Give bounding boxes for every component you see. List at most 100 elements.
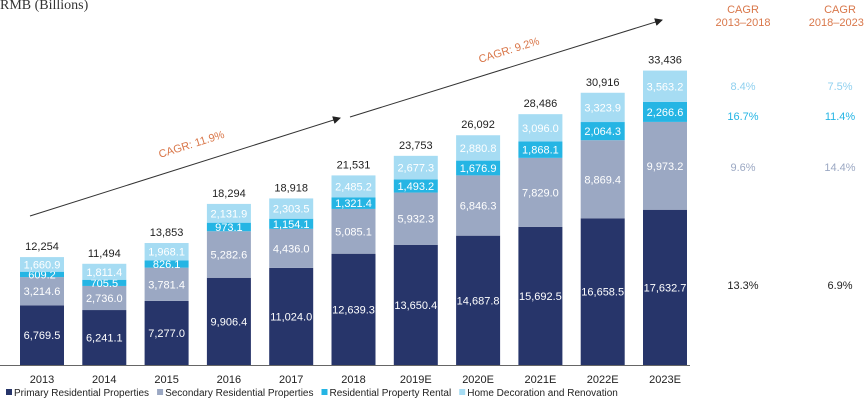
x-tick-label: 2015 — [154, 374, 178, 386]
legend-swatch — [459, 389, 466, 395]
data-label: 1,811.4 — [86, 267, 122, 279]
data-label: 14,687.8 — [457, 295, 500, 307]
data-label: 17,632.7 — [644, 282, 687, 294]
cagr-value: 9.6% — [730, 162, 756, 174]
x-tick-label: 2017 — [279, 374, 303, 386]
bar-segment — [456, 160, 501, 176]
data-label: 2,064.3 — [584, 126, 621, 138]
x-tick-label: 2023E — [649, 374, 681, 386]
cagr-value: 11.4% — [824, 111, 856, 123]
data-label: 1,676.9 — [460, 163, 497, 175]
cagr-value: 6.9% — [827, 280, 853, 292]
total-label: 18,294 — [212, 188, 246, 200]
data-label: 8,869.4 — [584, 174, 621, 186]
cagr-header-1-period: 2013–2018 — [715, 17, 771, 29]
cagr-value: 7.5% — [827, 81, 853, 93]
bar-segment — [643, 209, 687, 365]
bar-segment — [144, 300, 189, 365]
total-label: 28,486 — [524, 98, 558, 110]
bar-segment — [82, 285, 127, 311]
bar-segment — [580, 140, 625, 219]
legend-label: Secondary Residential Properties — [165, 388, 313, 399]
data-label: 13,650.4 — [394, 300, 437, 312]
bar-segment — [580, 218, 625, 365]
data-label: 6,241.1 — [86, 333, 123, 345]
x-tick-label: 2022E — [587, 374, 619, 386]
cagr-value: 14.4% — [824, 162, 856, 174]
data-label: 705.5 — [91, 278, 119, 290]
bar-segment — [144, 243, 189, 261]
data-label: 16,658.5 — [581, 287, 624, 299]
x-tick-label: 2018 — [341, 374, 365, 386]
bar-segment — [20, 277, 64, 306]
data-label: 609.2 — [28, 269, 56, 281]
data-label: 1,493.2 — [397, 181, 434, 193]
bar-segment — [331, 253, 376, 365]
x-tick-label: 2013 — [30, 374, 54, 386]
total-label: 18,918 — [274, 182, 308, 194]
data-label: 1,154.1 — [273, 219, 310, 231]
data-label: 1,868.1 — [522, 145, 559, 157]
bar-segment — [456, 235, 501, 365]
bar-segment — [331, 208, 376, 254]
data-label: 5,085.1 — [335, 226, 372, 238]
total-label: 12,254 — [25, 241, 59, 253]
bar-segment — [20, 305, 64, 365]
bar-segment — [393, 155, 438, 180]
data-label: 2,303.5 — [273, 204, 310, 216]
bar-segment — [144, 267, 189, 301]
bar-segment — [269, 267, 314, 365]
cagr-value: 16.7% — [727, 111, 759, 123]
data-label: 5,282.6 — [211, 250, 248, 262]
cagr-header-2-title: CAGR — [824, 4, 856, 16]
bar-segment — [331, 175, 376, 198]
cagr-annotation-1: CAGR: 11.9% — [157, 129, 226, 161]
legend-label: Home Decoration and Renovation — [467, 388, 618, 399]
bar-segment — [82, 263, 127, 280]
x-tick-label: 2016 — [217, 374, 241, 386]
legend-swatch — [6, 389, 12, 395]
cagr-arrow-2 — [349, 18, 663, 118]
unit-label: RMB (Billions) — [0, 0, 89, 13]
data-label: 3,096.0 — [522, 123, 559, 135]
data-label: 973.1 — [215, 222, 243, 234]
bar-segment — [643, 70, 687, 102]
data-label: 4,436.0 — [273, 243, 310, 255]
bar-segment — [144, 260, 189, 268]
data-label: 5,932.3 — [397, 214, 434, 226]
bar-segment — [269, 228, 314, 268]
data-label: 6,769.5 — [24, 330, 61, 342]
legend-label: Residential Property Rental — [329, 388, 451, 399]
bar-segment — [331, 197, 376, 209]
bar-segment — [518, 157, 563, 227]
data-label: 3,214.6 — [24, 286, 61, 298]
data-label: 1,968.1 — [148, 247, 185, 259]
data-label: 2,677.3 — [397, 163, 434, 175]
legend-label: Primary Residential Properties — [14, 388, 149, 399]
bar-segment — [20, 257, 64, 272]
legend-swatch — [321, 389, 328, 395]
data-label: 2,266.6 — [647, 107, 684, 119]
bar-segment — [20, 271, 64, 278]
data-label: 3,781.4 — [148, 279, 185, 291]
bar-segment — [643, 121, 687, 210]
total-label: 21,531 — [337, 159, 371, 171]
data-label: 3,323.9 — [584, 102, 621, 114]
bar-segment — [269, 218, 314, 229]
bar-segment — [393, 244, 438, 365]
x-tick-label: 2019E — [400, 374, 432, 386]
data-label: 2,131.9 — [211, 208, 248, 220]
bar-segment — [580, 92, 625, 123]
bar-segment — [393, 192, 438, 245]
data-label: 7,829.0 — [522, 187, 559, 199]
data-label: 6,846.3 — [460, 201, 497, 213]
cagr-header-2-period: 2018–2023E — [808, 17, 864, 29]
cagr-header-1-title: CAGR — [727, 4, 759, 16]
bar-segment — [206, 222, 251, 232]
data-label: 15,692.5 — [519, 291, 562, 303]
data-label: 3,563.2 — [647, 81, 684, 93]
bar-segment — [518, 141, 563, 158]
bar-segment — [518, 114, 563, 142]
